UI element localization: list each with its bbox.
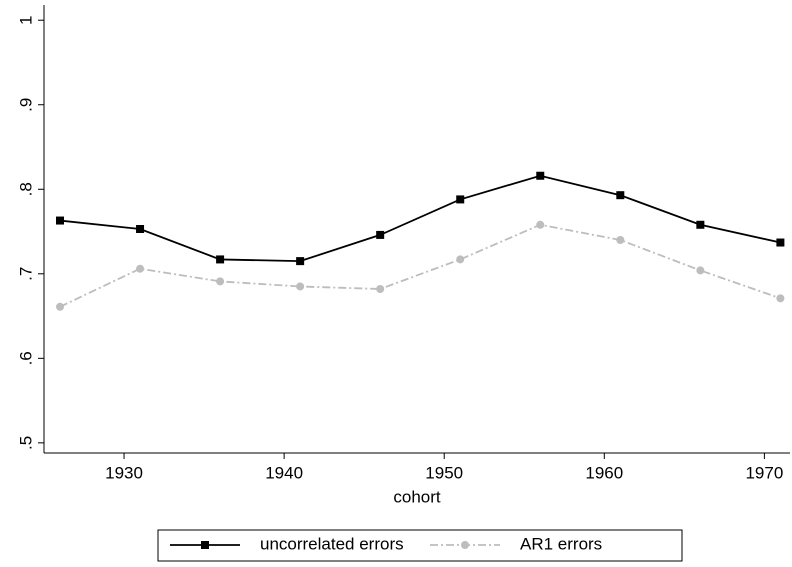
y-tick-label: .7	[16, 267, 35, 281]
point	[216, 255, 225, 264]
legend-label: uncorrelated errors	[260, 534, 404, 553]
legend-label: AR1 errors	[520, 534, 602, 553]
point	[536, 171, 545, 180]
x-tick-label: 1950	[425, 463, 463, 482]
x-axis-label: cohort	[393, 487, 441, 506]
point	[296, 282, 305, 291]
x-tick-label: 1940	[265, 463, 303, 482]
y-tick-label: .5	[16, 436, 35, 450]
point	[696, 266, 705, 275]
point	[536, 220, 545, 229]
point	[136, 225, 145, 233]
y-tick-label: .9	[16, 98, 35, 112]
point	[296, 257, 305, 266]
x-tick-label: 1970	[745, 463, 783, 482]
point	[776, 294, 785, 303]
point	[776, 238, 785, 247]
point	[696, 220, 705, 229]
point	[56, 302, 65, 311]
y-tick-label: .8	[16, 182, 35, 196]
series-line	[59, 174, 781, 263]
point	[456, 195, 465, 204]
x-tick-label: 1930	[105, 463, 143, 482]
point	[616, 191, 625, 200]
point	[136, 264, 145, 273]
point	[216, 277, 225, 286]
legend-box	[157, 529, 683, 562]
point	[376, 230, 385, 239]
x-tick-label: 1960	[585, 463, 623, 482]
legend-marker	[201, 541, 209, 549]
point	[56, 216, 65, 225]
legend-marker	[461, 541, 469, 549]
y-tick-label: .6	[16, 351, 35, 365]
point	[376, 285, 385, 294]
point	[616, 235, 625, 244]
y-tick-label: 1	[16, 15, 35, 24]
point	[456, 255, 465, 264]
series-line	[59, 223, 781, 308]
